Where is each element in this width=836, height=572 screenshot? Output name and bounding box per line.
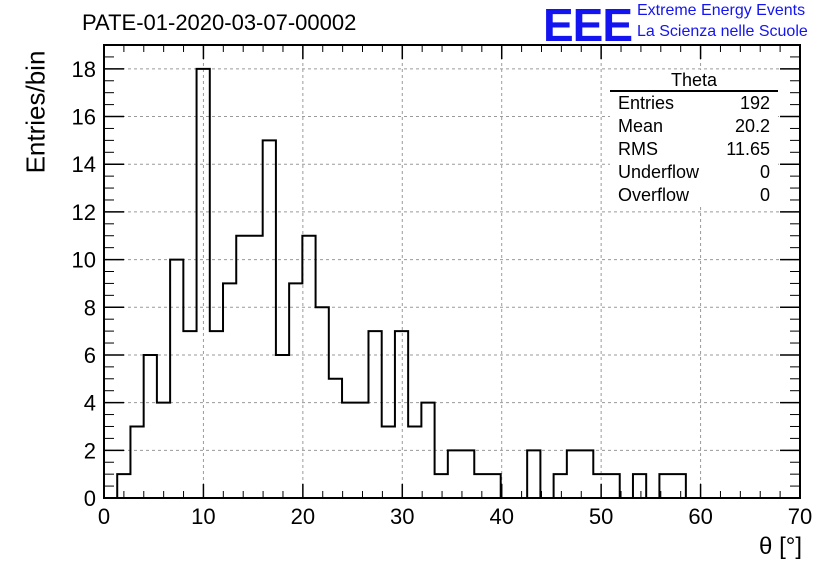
y-tick-label: 4 — [84, 391, 96, 416]
y-tick-label: 6 — [84, 343, 96, 368]
histogram-outline — [104, 67, 792, 499]
eee-logo: EEE — [543, 0, 633, 51]
y-tick-label: 8 — [84, 295, 96, 320]
stats-value: 192 — [739, 93, 770, 113]
stats-row-mean: Mean 20.2 — [610, 115, 778, 138]
stats-row-underflow: Underflow 0 — [610, 161, 778, 184]
stats-row-rms: RMS 11.65 — [610, 138, 778, 161]
stats-value: 0 — [759, 162, 770, 182]
logo-line-1: Extreme Energy Events — [637, 2, 806, 19]
x-tick-label: 70 — [788, 504, 812, 529]
y-tick-label: 0 — [84, 486, 96, 511]
stats-label: Overflow — [618, 185, 690, 205]
y-tick-label: 2 — [84, 438, 96, 463]
stats-box: Theta Entries 192 Mean 20.2 RMS 11.65 Under… — [610, 70, 778, 207]
stats-row-entries: Entries 192 — [610, 92, 778, 115]
x-tick-label: 60 — [688, 504, 712, 529]
x-tick-label: 0 — [98, 504, 110, 529]
stats-label: Underflow — [618, 162, 700, 182]
stats-label: Mean — [618, 116, 664, 136]
stats-row-overflow: Overflow 0 — [610, 184, 778, 207]
tick-labels: 0 10 20 30 40 50 60 70 0 2 4 6 8 10 12 14 16 18 — [72, 57, 813, 529]
x-tick-label: 10 — [191, 504, 215, 529]
y-tick-label: 18 — [72, 57, 96, 82]
stats-value: 0 — [759, 185, 770, 205]
y-tick-label: 14 — [72, 152, 96, 177]
y-tick-label: 10 — [72, 248, 96, 273]
x-tick-label: 40 — [489, 504, 513, 529]
x-tick-label: 20 — [291, 504, 315, 529]
stats-value: 20.2 — [734, 116, 770, 136]
y-axis-label: Entries/bin — [20, 50, 51, 174]
y-tick-label: 16 — [72, 105, 96, 130]
x-axis-label: θ [°] — [759, 533, 802, 560]
axis-ticks — [103, 44, 801, 499]
stats-label: RMS — [618, 139, 658, 159]
logo-line-2: La Scienza nelle Scuole — [637, 23, 808, 40]
x-tick-label: 30 — [390, 504, 414, 529]
stats-value: 11.65 — [726, 139, 770, 159]
y-tick-label: 12 — [72, 200, 96, 225]
chart-title: PATE-01-2020-03-07-00002 — [82, 10, 357, 35]
x-tick-label: 50 — [589, 504, 613, 529]
grid-lines — [104, 45, 800, 498]
stats-label: Entries — [618, 93, 675, 113]
stats-title: Theta — [610, 70, 778, 92]
